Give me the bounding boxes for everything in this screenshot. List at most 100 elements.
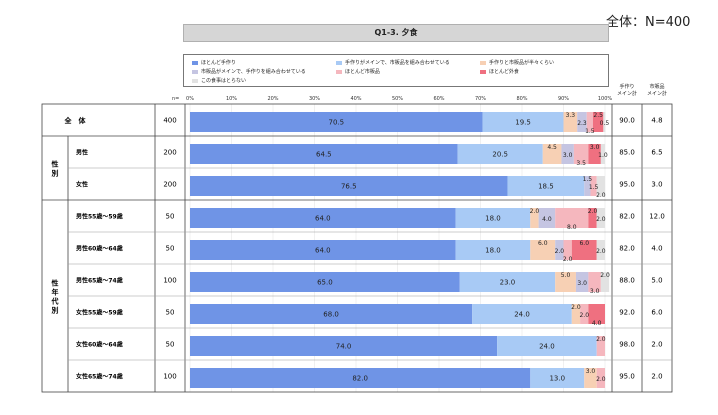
- row-n: 100: [163, 373, 176, 381]
- bar-value-label: 2.0: [588, 208, 598, 215]
- bar-segment: [542, 144, 562, 164]
- legend-label: 市販品がメインで、手作りを組み合わせている: [201, 69, 306, 75]
- bar-segment: [538, 208, 556, 228]
- bar-segment: [190, 336, 498, 356]
- bar-segment: [507, 176, 585, 196]
- bar-segment: [580, 304, 589, 324]
- summary-value: 95.0: [619, 181, 635, 189]
- summary-value: 6.0: [651, 309, 662, 317]
- bar-value-label: 20.5: [492, 151, 508, 159]
- bar-value-label: 24.0: [514, 311, 530, 319]
- x-tick-label: 40%: [350, 96, 361, 102]
- legend: ほとんど手作り 手作りがメインで、市販品を組み合わせている 手作りと市販品が半々くら…: [183, 54, 609, 87]
- x-tick-label: 20%: [267, 96, 278, 102]
- legend-item: ほとんど外食: [480, 68, 519, 75]
- row-label: 男性65歳～74歳: [76, 277, 123, 285]
- summary-value: 5.0: [651, 277, 662, 285]
- bar-segment: [563, 240, 572, 260]
- bar-value-label: 2.0: [600, 272, 610, 279]
- bar-value-label: 74.0: [336, 343, 352, 351]
- col-header-handmade-main: 手作り メイン計: [616, 84, 637, 97]
- bar-segment: [190, 208, 456, 228]
- group-label: 年: [52, 288, 59, 297]
- legend-item: ほとんど手作り: [192, 59, 236, 66]
- x-tick-label: 80%: [516, 96, 527, 102]
- bar-value-label: 3.0: [590, 144, 600, 151]
- bar-value-label: 0.5: [600, 120, 610, 127]
- bar-value-label: 6.0: [538, 240, 548, 247]
- bar-value-label: 65.0: [317, 279, 333, 287]
- bar-value-label: 70.5: [328, 119, 344, 127]
- x-tick-label: 30%: [309, 96, 320, 102]
- group-label: 別: [51, 306, 59, 315]
- x-tick-label: 60%: [433, 96, 444, 102]
- bar-value-label: 3.3: [566, 112, 576, 119]
- legend-label: ほとんど市販品: [345, 69, 380, 75]
- bar-segment: [497, 336, 597, 356]
- bar-segment: [588, 144, 601, 164]
- summary-value: 4.8: [651, 117, 662, 125]
- row-n: 50: [166, 213, 175, 221]
- legend-swatch: [480, 60, 486, 65]
- summary-value: 4.0: [651, 245, 662, 253]
- bar-value-label: 2.0: [596, 192, 606, 199]
- chart-title: Q1-3. 夕食: [183, 24, 609, 42]
- bar-segment: [586, 112, 593, 132]
- row-n: 50: [166, 245, 175, 253]
- bar-segment: [577, 112, 587, 132]
- bar-value-label: 4.0: [592, 320, 602, 327]
- bar-segment: [190, 368, 531, 388]
- legend-label: ほとんど外食: [489, 69, 519, 75]
- row-n: 400: [163, 117, 176, 125]
- bar-value-label: 64.0: [315, 215, 331, 223]
- legend-label: 手作りと市販品が半々くらい: [489, 60, 555, 66]
- row-n: 50: [166, 309, 175, 317]
- bar-value-label: 4.5: [547, 144, 557, 151]
- row-label: 女性65歳～74歳: [76, 373, 123, 381]
- bar-segment: [590, 176, 597, 196]
- bar-segment: [190, 272, 460, 292]
- bar-value-label: 1.5: [589, 184, 599, 191]
- bar-segment: [584, 368, 597, 388]
- bar-value-label: 3.0: [577, 280, 587, 287]
- bar-value-label: 18.0: [485, 215, 501, 223]
- bar-value-label: 82.0: [352, 375, 368, 383]
- bar-segment: [571, 304, 581, 324]
- bar-value-label: 6.0: [579, 240, 589, 247]
- legend-item: ほとんど市販品: [336, 68, 380, 75]
- summary-value: 82.0: [619, 245, 635, 253]
- summary-value: 95.0: [619, 373, 635, 381]
- bar-value-label: 2.5: [593, 112, 603, 119]
- bar-segment: [190, 240, 456, 260]
- bar-segment: [563, 112, 578, 132]
- legend-swatch: [192, 60, 198, 65]
- bar-value-label: 64.0: [315, 247, 331, 255]
- bar-value-label: 13.0: [549, 375, 565, 383]
- summary-value: 6.5: [651, 149, 662, 157]
- bar-value-label: 2.0: [571, 304, 581, 311]
- x-tick-label: 10%: [226, 96, 237, 102]
- bar-segment: [588, 208, 597, 228]
- overall-sample-size: 全体：N=400: [606, 15, 691, 30]
- bar-value-label: 8.0: [567, 224, 577, 231]
- bar-value-label: 18.0: [485, 247, 501, 255]
- bar-segment: [190, 304, 473, 324]
- summary-value: 3.0: [651, 181, 662, 189]
- bar-segment: [596, 368, 605, 388]
- bar-segment: [596, 176, 605, 196]
- x-tick-label: 0%: [186, 96, 194, 102]
- row-n: 200: [163, 181, 176, 189]
- legend-item: 市販品がメインで、手作りを組み合わせている: [192, 68, 306, 75]
- bar-segment: [455, 240, 531, 260]
- group-label: 代: [51, 297, 59, 306]
- legend-swatch: [336, 69, 342, 74]
- bar-value-label: 3.0: [586, 368, 596, 375]
- x-tick-label: 50%: [392, 96, 403, 102]
- legend-item: 手作りと市販品が半々くらい: [480, 59, 554, 66]
- bar-segment: [472, 304, 572, 324]
- bar-value-label: 3.5: [576, 160, 586, 167]
- summary-value: 82.0: [619, 213, 635, 221]
- bar-value-label: 2.0: [563, 256, 573, 263]
- bar-value-label: 2.0: [596, 248, 606, 255]
